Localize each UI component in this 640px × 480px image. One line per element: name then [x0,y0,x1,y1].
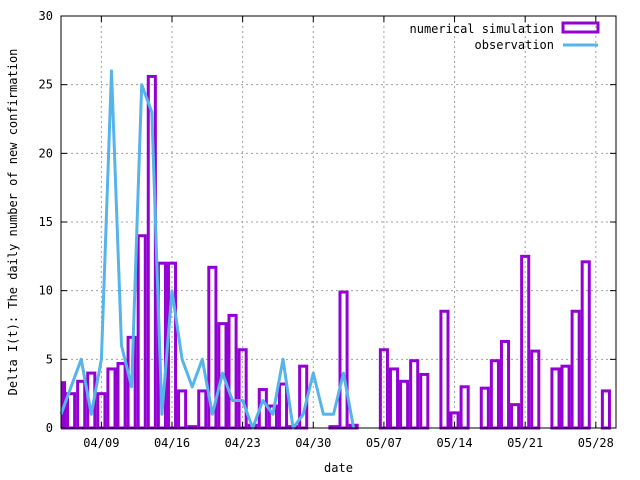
legend-label-simulation: numerical simulation [410,22,555,36]
simulation-bar [227,313,238,430]
y-tick-label: 15 [39,215,53,229]
simulation-bar [550,367,561,430]
simulation-bar [459,385,470,430]
simulation-bar [570,309,581,430]
simulation-bar [560,364,571,430]
simulation-bar [136,234,147,430]
y-tick-labels: 0 5 10 15 20 25 30 [39,9,53,435]
simulation-bar [399,379,410,430]
x-tick-label: 05/07 [366,436,402,450]
observation-line [59,69,356,430]
simulation-bar [510,403,521,430]
simulation-bar [66,392,77,430]
y-tick-label: 30 [39,9,53,23]
y-tick-label: 10 [39,284,53,298]
simulation-bar [499,339,511,430]
y-tick-label: 25 [39,78,53,92]
x-tick-label: 05/28 [578,436,614,450]
simulation-bar [277,382,289,430]
simulation-bar [338,290,349,430]
x-tick-label: 05/14 [436,436,472,450]
simulation-bars [61,74,611,430]
y-axis-label: Delta I(t): The daily number of new conf… [6,49,20,396]
axis-ticks [61,15,616,429]
x-tick-label: 04/16 [154,436,190,450]
x-tick-label: 04/09 [83,436,119,450]
simulation-bar [76,379,87,430]
simulation-bar [177,389,188,430]
simulation-bar [530,349,541,430]
simulation-bar [489,359,500,430]
y-tick-label: 0 [46,421,53,435]
grid [61,16,616,428]
simulation-bar [106,367,117,430]
simulation-bar [600,389,611,430]
legend-label-observation: observation [475,38,554,52]
simulation-bar [116,361,127,430]
x-tick-label: 05/21 [507,436,543,450]
simulation-bar [197,389,208,430]
simulation-bar [479,386,490,430]
x-axis-label: date [324,461,353,475]
legend: numerical simulation observation [410,21,600,52]
simulation-bar [409,359,420,430]
x-tick-label: 04/23 [225,436,261,450]
simulation-bar [419,372,430,430]
simulation-bar [388,367,400,430]
x-tick-labels: 04/09 04/16 04/23 04/30 05/07 05/14 05/21 05/28 [83,436,614,450]
legend-swatch-simulation [561,21,600,34]
y-tick-label: 5 [46,352,53,366]
simulation-bar [580,260,591,430]
y-tick-label: 20 [39,146,53,160]
x-tick-label: 04/30 [295,436,331,450]
observation-line-group [59,69,356,430]
simulation-bar [439,309,450,430]
